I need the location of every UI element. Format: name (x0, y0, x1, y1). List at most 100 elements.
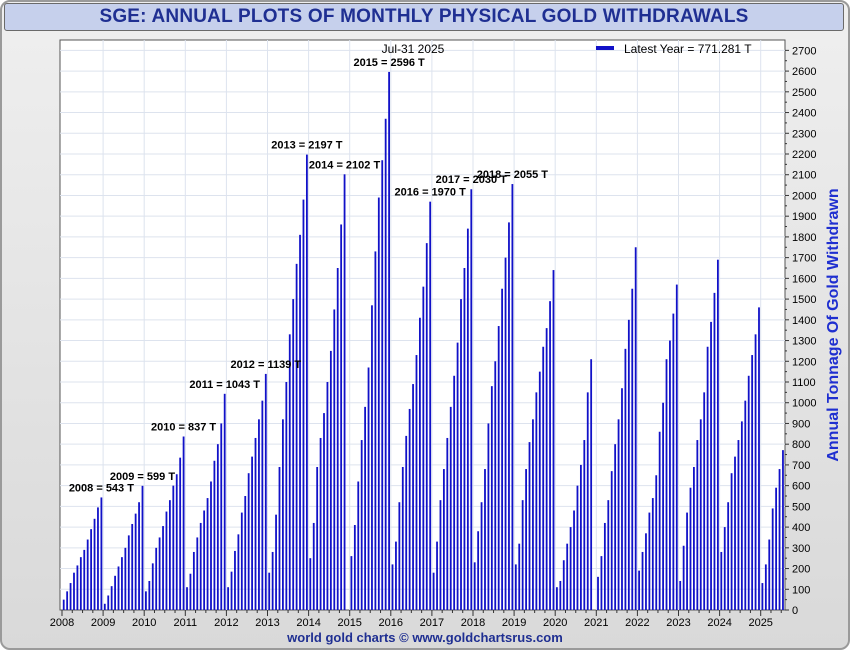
bar (292, 299, 295, 610)
bar (329, 350, 332, 610)
bar (710, 321, 712, 610)
x-tick-label: 2016 (379, 617, 403, 629)
y-tick-label: 2200 (792, 149, 816, 161)
bar (597, 576, 599, 610)
y-tick-label: 1500 (792, 294, 816, 306)
bar (645, 533, 647, 610)
y-tick-label: 300 (792, 543, 810, 555)
x-tick-label: 2023 (666, 617, 690, 629)
bar (487, 423, 490, 610)
data-label: 2015 = 2596 T (353, 57, 425, 69)
bar (456, 342, 459, 610)
bar (559, 580, 562, 610)
bar (192, 551, 195, 610)
y-tick-label: 500 (792, 501, 810, 513)
bar (648, 512, 651, 610)
x-tick-label: 2013 (255, 617, 279, 629)
bar (590, 359, 593, 610)
bar (309, 558, 312, 610)
bar (689, 487, 692, 610)
bar (247, 473, 250, 610)
bar (758, 307, 760, 610)
bar (699, 419, 702, 610)
bar (490, 386, 493, 610)
bar (669, 340, 671, 610)
bar (679, 580, 682, 610)
bar (552, 270, 555, 610)
bar (374, 251, 377, 611)
y-tick-label: 1700 (792, 253, 816, 265)
data-label: 2008 = 543 T (69, 482, 134, 494)
y-tick-label: 2000 (792, 190, 816, 202)
legend-swatch (596, 46, 614, 50)
bar (556, 587, 558, 610)
bar (319, 437, 322, 610)
bar (110, 586, 113, 610)
bar (535, 392, 538, 610)
bar (155, 547, 158, 610)
bar (514, 564, 517, 610)
bar (744, 400, 747, 610)
x-tick-label: 2024 (707, 617, 731, 629)
bar (83, 549, 86, 610)
bar (148, 580, 151, 610)
bar (425, 243, 428, 610)
y-tick-label: 100 (792, 584, 810, 596)
bar (586, 392, 589, 610)
bar (271, 551, 274, 610)
data-label: 2012 = 1139 T (230, 359, 301, 371)
bar (634, 247, 637, 610)
bar (665, 359, 668, 610)
bar (138, 502, 140, 610)
bar (576, 485, 579, 610)
bar (258, 419, 260, 610)
bar (723, 527, 726, 610)
bar (182, 436, 185, 610)
bar (100, 497, 103, 610)
bar (199, 522, 202, 610)
bar (778, 469, 781, 610)
bar (716, 259, 719, 610)
bar (501, 288, 504, 610)
bar (768, 539, 771, 610)
data-label: 2009 = 599 T (110, 471, 175, 483)
bar (384, 118, 387, 610)
bar (754, 334, 757, 610)
bar (730, 473, 733, 610)
bar (617, 419, 620, 610)
y-tick-label: 2600 (792, 66, 816, 78)
bar (621, 388, 623, 610)
y-tick-label: 200 (792, 564, 810, 576)
bar (251, 456, 253, 610)
footer-credit: world gold charts © www.goldchartsrus.co… (287, 630, 563, 645)
bar (220, 423, 223, 610)
bar (761, 583, 764, 610)
bar (168, 500, 171, 610)
bar (275, 514, 277, 610)
bar (333, 309, 336, 610)
y-tick-label: 1800 (792, 232, 816, 244)
grid-lines (60, 40, 785, 610)
x-tick-label: 2022 (625, 617, 649, 629)
bar (415, 355, 418, 610)
bar (73, 572, 75, 610)
bar (782, 450, 784, 610)
bar (268, 572, 271, 610)
date-label: Jul-31 2025 (382, 42, 445, 56)
bar (442, 469, 445, 610)
bar (771, 508, 774, 610)
bar (538, 371, 541, 610)
bar (90, 529, 93, 610)
bar (395, 541, 397, 610)
bar (86, 539, 89, 610)
bar (343, 174, 346, 610)
bar (141, 485, 144, 610)
bar (480, 502, 483, 610)
bar (453, 375, 456, 610)
bar (79, 557, 82, 610)
bar (470, 189, 473, 611)
bar (658, 431, 661, 610)
data-label: 2017 = 2030 T (436, 174, 508, 186)
bar (76, 565, 79, 610)
bar (686, 512, 688, 610)
